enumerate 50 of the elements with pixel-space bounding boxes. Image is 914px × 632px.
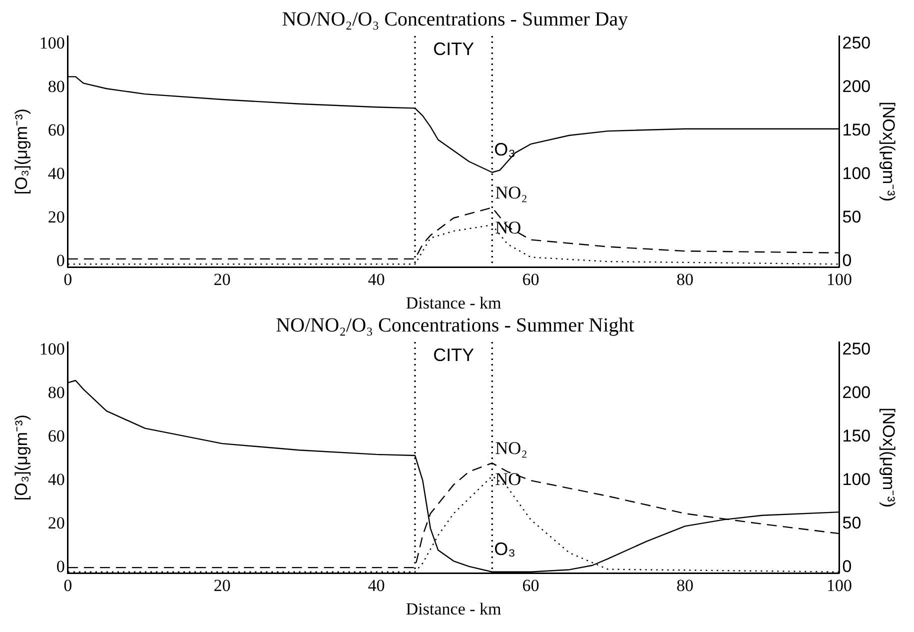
y2-tick-label: 150: [842, 426, 871, 446]
y-tick-label: 20: [48, 208, 65, 227]
series-label: NO₂: [495, 438, 528, 458]
x-tick-label: 80: [676, 270, 694, 289]
y2-tick-label: 250: [842, 34, 871, 53]
y-tick-label: 80: [48, 77, 65, 96]
x-tick-label: 100: [826, 576, 852, 595]
series-label: NO: [495, 468, 522, 489]
y2-tick-label: 100: [842, 164, 871, 184]
chart-title: NO/NO₂/O₃ Concentrations - Summer Night: [276, 314, 635, 336]
annotation: CITY: [433, 38, 474, 59]
y2-tick-label: 100: [842, 470, 871, 490]
x-tick-label: 80: [676, 576, 694, 595]
annotation: CITY: [433, 344, 474, 365]
y-tick-label: 80: [48, 383, 65, 402]
x-tick-label: 60: [522, 270, 540, 289]
y-tick-label: 20: [48, 514, 65, 533]
chart-title: NO/NO₂/O₃ Concentrations - Summer Day: [282, 8, 628, 30]
series-label: O₃: [494, 139, 516, 160]
y-tick-label: 60: [48, 120, 65, 140]
x-tick-label: 100: [826, 270, 852, 289]
x-tick-label: 40: [368, 576, 385, 595]
y-axis-title: [O₃](μgm⁻³): [12, 108, 31, 195]
x-axis-title: Distance - km: [406, 599, 502, 618]
x-tick-label: 60: [522, 576, 540, 595]
series-label: O₃: [494, 538, 516, 559]
y2-axis-title: [NOx](μgm⁻³): [879, 408, 898, 508]
x-axis-title: Distance - km: [406, 293, 502, 312]
series-label: NO: [495, 218, 522, 238]
y-tick-label: 100: [39, 340, 65, 359]
y-tick-label: 100: [39, 34, 65, 53]
y-tick-label: 0: [56, 557, 65, 576]
x-tick-label: 40: [368, 270, 385, 289]
y2-tick-label: 200: [842, 383, 871, 402]
y2-tick-label: 0: [842, 251, 852, 270]
y-tick-label: 40: [48, 164, 65, 184]
y2-tick-label: 150: [842, 120, 871, 140]
y2-tick-label: 200: [842, 77, 871, 96]
y2-tick-label: 250: [842, 340, 871, 359]
y-axis-title: [O₃](μgm⁻³): [12, 414, 31, 501]
y2-axis-title: [NOx](μgm⁻³): [879, 102, 898, 202]
x-tick-label: 20: [214, 576, 231, 595]
y2-tick-label: 50: [842, 514, 862, 533]
y-tick-label: 60: [48, 426, 65, 446]
y2-tick-label: 50: [842, 208, 862, 227]
y2-tick-label: 0: [842, 557, 852, 576]
y-tick-label: 0: [56, 251, 65, 270]
x-tick-label: 20: [214, 270, 231, 289]
y-tick-label: 40: [48, 470, 65, 490]
series-label: NO₂: [495, 182, 528, 202]
